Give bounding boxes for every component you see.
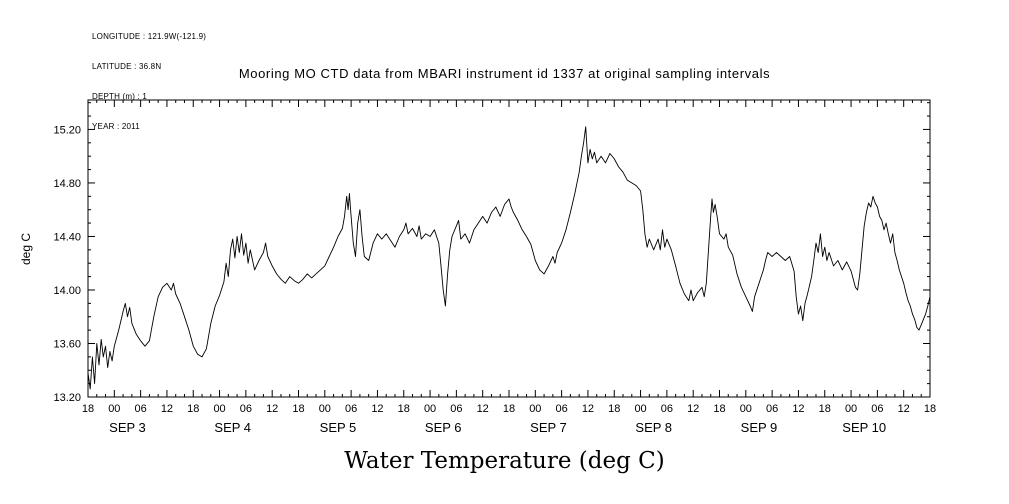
x-tick-label: 12 [266, 403, 278, 415]
x-tick-label: 12 [161, 403, 173, 415]
x-tick-label: 18 [398, 403, 410, 415]
x-tick-label: 18 [82, 403, 94, 415]
x-tick-label: 18 [924, 403, 936, 415]
x-axis-title: Water Temperature (deg C) [344, 448, 665, 474]
x-tick-label: 06 [135, 403, 147, 415]
metadata-latitude: LATITUDE : 36.8N [92, 62, 162, 71]
chart-title: Mooring MO CTD data from MBARI instrumen… [238, 66, 771, 81]
x-tick-label: 00 [108, 403, 120, 415]
x-date-label: SEP 6 [425, 420, 462, 435]
y-tick-label: 13.60 [53, 338, 81, 350]
metadata-block: LONGITUDE : 121.9W(-121.9) LATITUDE : 36… [92, 12, 206, 152]
x-tick-label: 18 [819, 403, 831, 415]
x-date-label: SEP 7 [530, 420, 567, 435]
x-tick-label: 18 [608, 403, 620, 415]
metadata-depth: DEPTH (m) : 1 [92, 92, 148, 101]
x-tick-label: 06 [345, 403, 357, 415]
x-tick-label: 06 [661, 403, 673, 415]
x-date-label: SEP 5 [320, 420, 357, 435]
x-tick-label: 06 [556, 403, 568, 415]
x-date-label: SEP 9 [741, 420, 778, 435]
x-tick-label: 06 [766, 403, 778, 415]
metadata-longitude: LONGITUDE : 121.9W(-121.9) [92, 32, 207, 41]
temperature-trace [87, 126, 931, 390]
y-tick-label: 14.00 [53, 285, 81, 297]
x-tick-label: 18 [503, 403, 515, 415]
x-tick-label: 00 [740, 403, 752, 415]
y-axis-label: deg C [19, 233, 33, 265]
x-tick-label: 00 [845, 403, 857, 415]
plot-frame [87, 99, 931, 398]
x-tick-label: 00 [529, 403, 541, 415]
x-tick-label: 12 [792, 403, 804, 415]
x-date-label: SEP 8 [635, 420, 672, 435]
x-tick-label: 18 [187, 403, 199, 415]
x-date-label: SEP 3 [109, 420, 146, 435]
x-date-label: SEP 4 [214, 420, 251, 435]
x-tick-label: 18 [713, 403, 725, 415]
x-tick-label: 06 [240, 403, 252, 415]
x-date-label: SEP 10 [842, 420, 886, 435]
x-tick-label: 12 [898, 403, 910, 415]
x-tick-label: 06 [871, 403, 883, 415]
x-tick-label: 12 [371, 403, 383, 415]
x-tick-label: 00 [319, 403, 331, 415]
x-tick-label: 12 [477, 403, 489, 415]
y-tick-label: 15.20 [53, 124, 81, 136]
y-tick-label: 14.80 [53, 178, 81, 190]
y-tick-label: 13.20 [53, 392, 81, 404]
x-tick-label: 18 [292, 403, 304, 415]
x-tick-label: 00 [213, 403, 225, 415]
metadata-year: YEAR : 2011 [92, 122, 140, 131]
x-tick-label: 00 [424, 403, 436, 415]
x-tick-label: 00 [634, 403, 646, 415]
x-tick-label: 12 [582, 403, 594, 415]
x-tick-label: 12 [687, 403, 699, 415]
y-tick-label: 14.40 [53, 231, 81, 243]
x-tick-label: 06 [450, 403, 462, 415]
